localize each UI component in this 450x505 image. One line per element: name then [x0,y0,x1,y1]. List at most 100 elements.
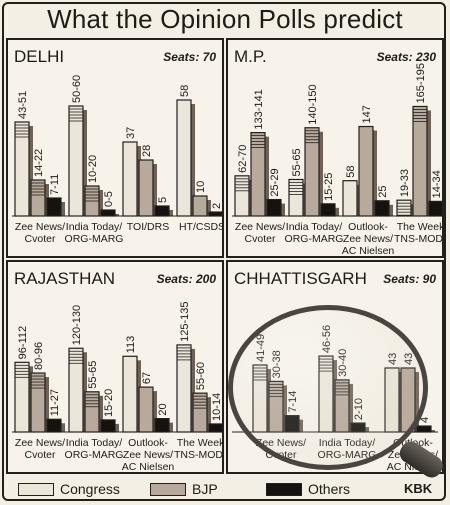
bar-congress [176,99,192,217]
category-label: Cvoter [245,233,276,245]
chart-delhi: DELHI Seats: 70 43-51 14-22 7-11 Zee News/Cvo… [12,47,222,245]
category-label: Zee News/ [15,221,65,233]
data-label-bjp: 133-141 [253,89,265,129]
bar-bjp [30,179,46,217]
bar-others [100,209,116,217]
bar-congress [176,344,192,433]
data-label-bjp: 30-40 [337,349,349,377]
data-label-bjp: 43 [403,353,415,365]
data-label-congress: 19-33 [399,169,411,197]
bar-group: 58 10 2 HT/CSDS [176,85,222,233]
category-label: Outlook- [128,437,168,449]
bar-congress [14,121,30,217]
data-label-others: 4 [419,417,431,423]
bar-group: 50-60 10-20 0-5 India Today/ORG-MARG [65,75,124,245]
bar-group: 37 28 5 TOI/DRS [122,127,173,233]
category-label: The Week/ [177,437,222,449]
bar-bjp [192,195,208,217]
bar-group: 62-70 133-141 25-29 Zee News/Cvoter [234,89,285,245]
category-label: Cvoter [25,233,56,245]
bar-others [350,422,366,433]
category-label: TNS-MODE [174,449,222,461]
data-label-bjp: 67 [141,372,153,384]
category-label: Zee News/ [235,221,285,233]
bar-others [320,203,336,217]
bar-others [154,418,170,433]
bar-group: 125-135 55-60 10-14 The Week/TNS-MODE [174,302,222,461]
bar-others [374,200,390,217]
data-label-others: 25-29 [269,168,281,196]
data-label-others: 2-10 [353,398,365,420]
category-label: India Today/ [286,221,343,233]
seats-label: Seats: 200 [157,272,217,286]
bar-bjp [412,105,428,217]
chart-title: RAJASTHAN [14,269,115,288]
category-label: Cvoter [266,449,297,461]
panel-delhi: DELHI Seats: 70 43-51 14-22 7-11 Zee News/Cvo… [6,38,224,258]
category-label: ORG-MARG [318,449,377,461]
data-label-bjp: 28 [141,145,153,157]
data-label-others: 5 [157,197,169,203]
category-label: India Today/ [66,437,123,449]
data-label-others: 20 [157,403,169,415]
category-label: TOI/DRS [127,221,169,233]
seats-label: Seats: 90 [383,272,436,286]
bar-others [208,423,222,433]
bar-bjp [334,379,350,433]
data-label-bjp: 165-195 [415,63,427,103]
category-label: HT/CSDS [179,221,222,233]
chart-m-p: M.P. Seats: 230 62-70 133-141 25-29 Zee News/… [232,47,442,256]
data-label-bjp: 80-96 [33,342,45,370]
main-title: What the Opinion Polls predict [47,4,403,34]
panel-chhattisgarh: CHHATTISGARH Seats: 90 41-49 30-38 7-14 Zee N… [226,260,444,474]
category-label: Cvoter [25,449,56,461]
bar-others [266,198,282,217]
bar-group: 113 67 20 Outlook-Zee News/AC Nielsen [122,336,175,472]
legend-swatch-others [266,483,302,496]
data-label-others: 15-25 [323,173,335,201]
bar-congress [252,364,268,433]
seats-label: Seats: 70 [163,50,216,64]
seats-label: Seats: 230 [377,50,437,64]
data-label-others: 0-5 [103,191,115,207]
bar-bjp [138,159,154,217]
data-label-others: 7-11 [49,174,61,195]
category-label: Zee News/ [343,233,393,245]
chart-title: CHHATTISGARH [234,269,367,288]
data-label-congress: 43 [387,353,399,365]
bar-others [416,425,432,433]
data-label-bjp: 140-150 [307,84,319,124]
bar-group: 43-51 14-22 7-11 Zee News/Cvoter [14,91,65,245]
bar-congress [122,355,138,433]
bar-bjp [138,386,154,433]
data-label-others: 10-14 [211,393,222,421]
bar-others [208,211,222,217]
bar-congress [68,347,84,433]
bar-others [154,205,170,217]
data-label-congress: 125-135 [179,302,191,342]
bar-bjp [400,367,416,433]
data-label-bjp: 30-38 [271,350,283,378]
data-label-congress: 50-60 [71,75,83,103]
bar-congress [68,105,84,217]
bar-congress [384,367,400,433]
bar-group: 55-65 140-150 15-25 India Today/ORG-MARG [285,84,344,245]
data-label-congress: 46-56 [321,325,333,353]
category-label: ORG-MARG [65,449,124,461]
bar-bjp [304,127,320,217]
data-label-congress: 37 [125,127,137,139]
data-label-congress: 96-112 [17,326,29,359]
bar-group: 120-130 55-65 15-20 India Today/ORG-MARG [65,305,124,461]
chart-chhattisgarh: CHHATTISGARH Seats: 90 41-49 30-38 7-14 Zee N… [232,269,439,472]
category-label: Zee News/ [123,449,173,461]
bar-congress [122,141,138,217]
bar-bjp [268,380,284,433]
category-label: Zee News/ [256,437,306,449]
bar-group: 19-33 165-195 14-34 The Week/TNS-MODE [394,63,442,245]
panel-mp: M.P. Seats: 230 62-70 133-141 25-29 Zee News/… [226,38,444,258]
data-label-bjp: 10 [195,181,207,193]
data-label-others: 25 [377,186,389,198]
bar-group: 58 147 25 Outlook-Zee News/AC Nielsen [342,105,395,256]
data-label-congress: 58 [345,165,357,177]
data-label-bjp: 55-65 [87,361,99,389]
